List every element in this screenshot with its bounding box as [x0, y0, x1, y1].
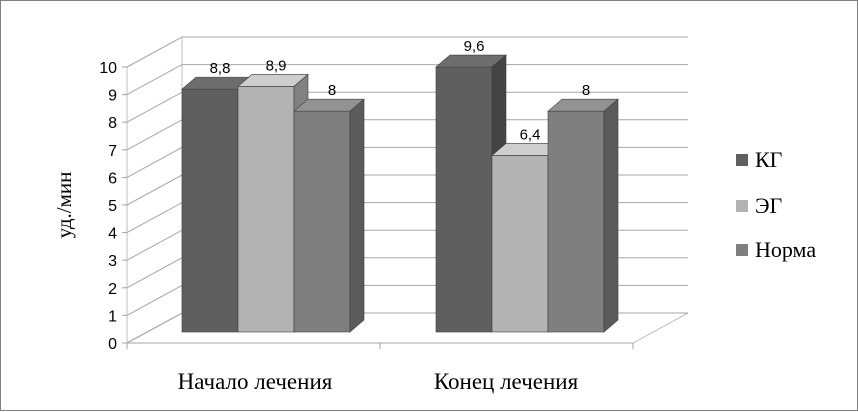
bar-front [491, 155, 549, 333]
y-tick-label: 3 [108, 253, 117, 270]
bars [181, 54, 619, 333]
y-tick-label: 5 [108, 198, 117, 215]
y-tick-label: 10 [99, 60, 117, 77]
y-tick-label: 9 [108, 88, 117, 105]
bar-front [237, 86, 295, 333]
y-tick-label: 7 [108, 143, 117, 160]
bar-front [435, 66, 493, 333]
y-tick-label: 8 [108, 115, 117, 132]
data-label: 8,8 [210, 60, 231, 77]
y-tick-label: 4 [108, 226, 117, 243]
bar-side [603, 98, 619, 333]
legend-swatch [736, 154, 748, 166]
y-tick-label: 2 [108, 281, 117, 298]
data-label: 8 [582, 82, 590, 99]
bar-side [349, 98, 365, 333]
bar-front [181, 88, 239, 333]
bar-front [293, 110, 351, 333]
data-label: 6,4 [520, 126, 541, 143]
x-category-label: Начало лечения [178, 369, 333, 394]
y-tick-label: 6 [108, 170, 117, 187]
legend-label: ЭГ [755, 193, 783, 218]
x-category-label: Конец лечения [434, 369, 579, 394]
gridline [126, 36, 688, 68]
legend-swatch [736, 244, 748, 256]
data-label: 8,9 [266, 57, 287, 74]
y-axis-title: уд./мин [52, 172, 76, 239]
y-tick-label: 0 [108, 336, 117, 353]
data-labels: 8,8 8,9 8 9,6 6,4 8 [210, 38, 591, 143]
axes: 0 1 2 3 4 5 6 7 8 9 10 уд./мин Начало лечения Конец л… [52, 60, 634, 394]
bar-front [547, 110, 605, 333]
data-label: 9,6 [464, 38, 485, 55]
data-label: 8 [328, 82, 336, 99]
gridline [126, 64, 688, 96]
legend-label: КГ [755, 147, 783, 172]
legend-swatch [736, 200, 748, 212]
legend-label: Норма [755, 237, 816, 262]
y-tick-label: 1 [108, 308, 117, 325]
legend: КГ ЭГ Норма [736, 147, 816, 262]
